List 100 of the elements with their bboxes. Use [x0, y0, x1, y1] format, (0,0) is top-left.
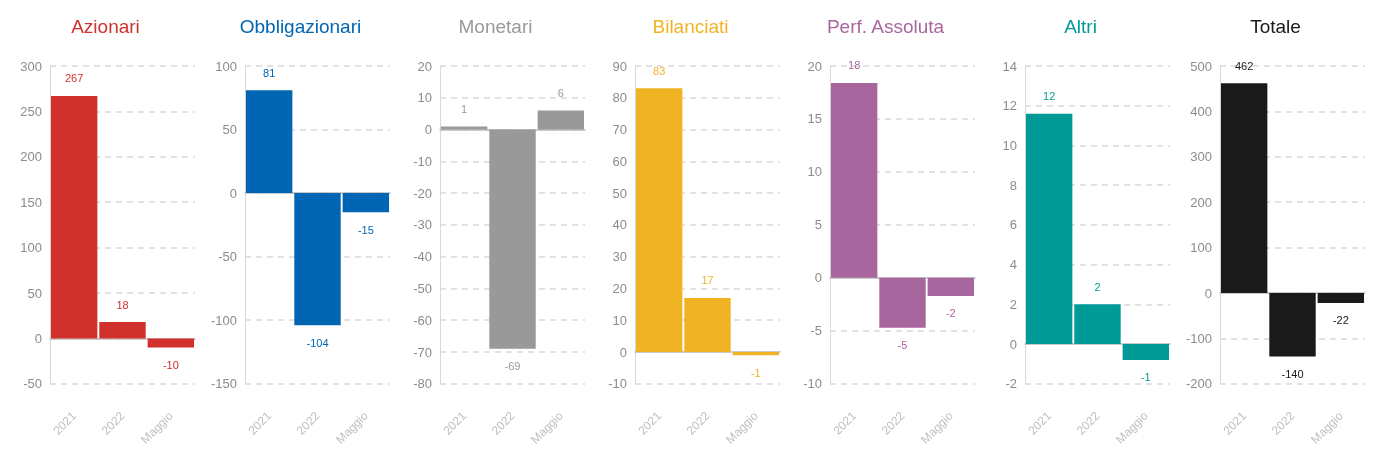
data-label: -1 [1140, 371, 1151, 384]
y-tick-label: 500 [1190, 58, 1212, 74]
y-tick-label: 20 [807, 58, 822, 74]
y-tick-label: 400 [1190, 103, 1212, 119]
bar [684, 298, 731, 353]
y-tick-label: -40 [413, 249, 432, 265]
y-tick-label: 0 [814, 270, 822, 286]
y-tick-label: 10 [417, 90, 432, 106]
y-tick-label: 80 [612, 90, 627, 106]
data-label: -104 [306, 336, 329, 349]
data-label: -5 [897, 339, 908, 352]
y-tick-label: -150 [210, 376, 237, 392]
bar [489, 129, 536, 349]
y-tick-label: 100 [20, 240, 42, 256]
y-tick-label: 150 [20, 194, 42, 210]
y-tick-label: 30 [612, 249, 627, 265]
y-tick-label: 10 [807, 164, 822, 180]
y-tick-label: 0 [1204, 285, 1212, 301]
bar [1025, 113, 1073, 345]
bar [440, 126, 488, 130]
data-label: 462 [1234, 59, 1254, 72]
data-label: 6 [557, 86, 564, 99]
y-tick-label: 4 [1009, 257, 1017, 273]
y-tick-label: 40 [612, 217, 627, 233]
chart-title: Totale [1250, 16, 1301, 37]
data-label: 267 [64, 72, 84, 85]
data-label: -10 [162, 358, 179, 371]
data-label: 2 [1094, 280, 1101, 293]
y-tick-label: 100 [1190, 240, 1212, 256]
bar [147, 338, 195, 348]
bar [1122, 344, 1170, 360]
y-tick-label: -20 [413, 185, 432, 201]
data-label: 81 [263, 66, 276, 79]
data-label: -15 [357, 223, 374, 236]
data-label: -69 [504, 360, 521, 373]
data-label: 18 [848, 59, 861, 72]
y-tick-label: 50 [612, 185, 627, 201]
chart-title: Bilanciati [652, 16, 729, 37]
data-label: -2 [945, 307, 956, 320]
y-tick-label: -30 [413, 217, 432, 233]
y-tick-label: 8 [1009, 177, 1017, 193]
y-tick-label: -80 [413, 376, 432, 392]
y-tick-label: 200 [1190, 194, 1212, 210]
y-tick-label: 0 [229, 185, 237, 201]
y-tick-label: 300 [1190, 149, 1212, 165]
y-tick-label: -10 [803, 376, 822, 392]
y-tick-label: 6 [1009, 217, 1017, 233]
y-tick-label: -10 [413, 153, 432, 169]
y-tick-label: 5 [814, 217, 822, 233]
data-label: -140 [1281, 368, 1304, 381]
y-tick-label: 90 [612, 58, 627, 74]
data-label: 17 [701, 274, 714, 287]
bar [537, 110, 585, 130]
y-tick-label: 200 [20, 149, 42, 165]
y-tick-label: -200 [1185, 376, 1212, 392]
chart-title: Monetari [458, 16, 533, 37]
y-tick-label: 0 [1009, 336, 1017, 352]
y-tick-label: -60 [413, 312, 432, 328]
y-tick-label: 14 [1002, 58, 1017, 74]
bar [1074, 304, 1121, 345]
y-tick-label: -50 [413, 280, 432, 296]
y-tick-label: 10 [1002, 137, 1017, 153]
y-tick-label: 250 [20, 103, 42, 119]
y-tick-label: 70 [612, 122, 627, 138]
bar [635, 88, 683, 353]
y-tick-label: 20 [612, 280, 627, 296]
y-tick-label: -50 [218, 249, 237, 265]
y-tick-label: 60 [612, 153, 627, 169]
chart-title: Altri [1064, 16, 1097, 37]
data-label: 18 [116, 298, 129, 311]
chart-title: Obbligazionari [239, 16, 362, 37]
bar [99, 322, 146, 339]
y-tick-label: 50 [222, 122, 237, 138]
data-label: -1 [750, 366, 761, 379]
chart-title: Perf. Assoluta [826, 16, 945, 37]
y-tick-label: 100 [215, 58, 237, 74]
y-tick-label: 0 [34, 330, 42, 346]
y-tick-label: 0 [424, 122, 432, 138]
y-tick-label: 0 [619, 344, 627, 360]
y-tick-label: -50 [23, 376, 42, 392]
y-tick-label: 10 [612, 312, 627, 328]
y-tick-label: 15 [807, 111, 822, 127]
y-tick-label: -2 [1005, 376, 1017, 392]
chart-title: Azionari [71, 16, 140, 37]
y-tick-label: -100 [210, 312, 237, 328]
data-label: -22 [1332, 314, 1349, 327]
data-label: 1 [461, 102, 468, 115]
data-label: 12 [1043, 90, 1056, 103]
bar [50, 95, 98, 339]
y-tick-label: 2 [1009, 296, 1017, 312]
y-tick-label: -100 [1185, 330, 1212, 346]
y-tick-label: 12 [1002, 98, 1017, 114]
y-tick-label: -10 [608, 376, 627, 392]
y-tick-label: -70 [413, 344, 432, 360]
y-tick-label: 20 [417, 58, 432, 74]
y-tick-label: 50 [27, 285, 42, 301]
y-tick-label: 300 [20, 58, 42, 74]
bar [732, 352, 780, 356]
data-label: 83 [653, 64, 666, 77]
y-tick-label: -5 [810, 323, 822, 339]
